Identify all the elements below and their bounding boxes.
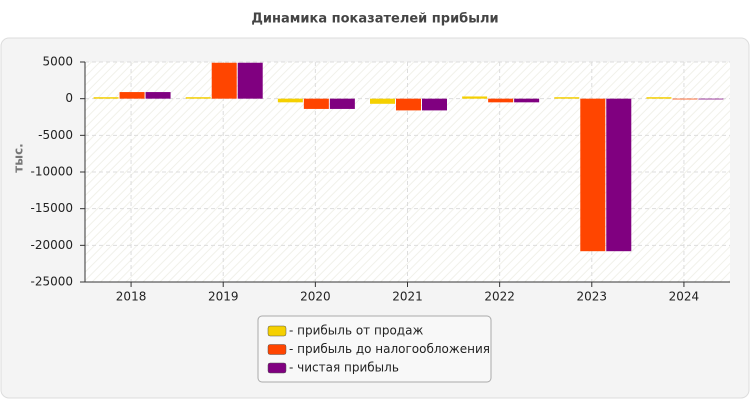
- legend-box: [257, 315, 492, 383]
- x-tick-label: 2019: [208, 290, 239, 304]
- legend-swatch: [267, 362, 287, 374]
- legend-label: - прибыль от продаж: [289, 324, 423, 338]
- x-tick-label: 2018: [116, 290, 147, 304]
- y-axis-label: тыс.: [12, 143, 26, 172]
- bar: [237, 62, 263, 99]
- y-tick-label: 0: [65, 91, 73, 105]
- x-tick-label: 2021: [392, 290, 423, 304]
- bar: [554, 97, 580, 99]
- bar: [303, 98, 329, 109]
- bar: [396, 98, 421, 111]
- y-tick-label: -5000: [38, 128, 73, 142]
- chart-title: Динамика показателей прибыли: [251, 12, 498, 27]
- bar: [514, 98, 540, 103]
- bar: [462, 96, 488, 99]
- bar: [606, 98, 632, 252]
- bar: [119, 92, 145, 99]
- x-tick-label: 2024: [669, 290, 700, 304]
- x-tick-label: 2023: [577, 290, 608, 304]
- legend-swatch: [267, 325, 287, 337]
- bar: [422, 98, 447, 111]
- bar: [672, 98, 698, 100]
- bar: [488, 98, 514, 103]
- bar: [145, 92, 171, 99]
- bar: [185, 97, 211, 99]
- y-tick-label: -15000: [30, 201, 73, 215]
- y-tick-label: 5000: [42, 55, 73, 69]
- bar: [277, 98, 303, 103]
- x-tick-label: 2020: [300, 290, 331, 304]
- legend-label: - прибыль до налогообложения: [289, 342, 490, 356]
- y-tick-label: -10000: [30, 165, 73, 179]
- bar: [370, 98, 395, 104]
- bar: [698, 98, 724, 100]
- x-tick-label: 2022: [484, 290, 515, 304]
- bar: [580, 98, 606, 252]
- y-tick-label: -20000: [30, 238, 73, 252]
- bar: [211, 62, 237, 99]
- y-tick-label: -25000: [30, 275, 73, 289]
- legend-label: - чистая прибыль: [289, 361, 399, 375]
- bar: [646, 97, 672, 99]
- legend-swatch: [267, 344, 287, 355]
- bar: [329, 98, 355, 109]
- bar: [93, 97, 119, 99]
